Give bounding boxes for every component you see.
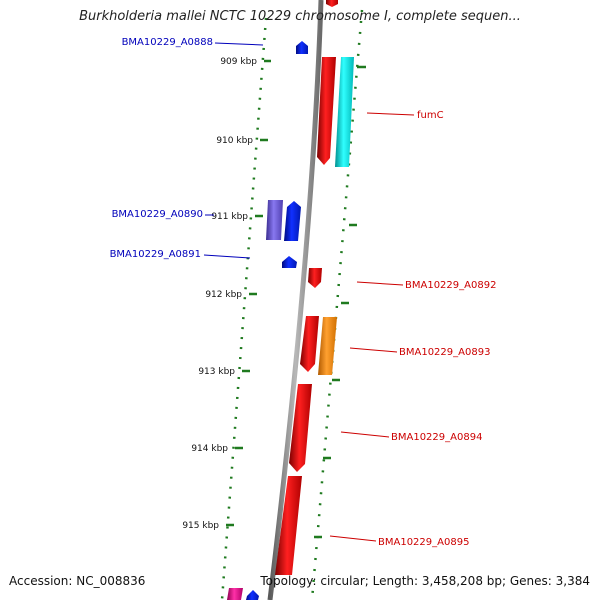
gene-label[interactable]: BMA10229_A0890: [112, 209, 203, 220]
leader-line: [203, 254, 251, 259]
gene-label[interactable]: BMA10229_A0893: [399, 347, 490, 358]
tick-label: 914 kbp: [191, 444, 228, 454]
gene-label[interactable]: BMA10229_A0888: [122, 37, 213, 48]
gene-arrow[interactable]: [308, 268, 322, 288]
gene-arrow[interactable]: [318, 317, 337, 375]
gene-arrow[interactable]: [289, 384, 312, 472]
gene-arrow[interactable]: [227, 588, 243, 600]
leader-lines: [203, 42, 415, 542]
leader-line: [349, 347, 398, 353]
tick-label: 909 kbp: [220, 57, 257, 67]
gene-label[interactable]: BMA10229_A0891: [110, 249, 201, 260]
gene-label[interactable]: BMA10229_A0892: [405, 280, 496, 291]
chromosome-backbone: [267, 0, 324, 600]
tick-label: 913 kbp: [198, 367, 235, 377]
gene-arrow[interactable]: [246, 590, 259, 600]
gene-arrow[interactable]: [335, 57, 354, 167]
genes: [227, 0, 354, 600]
leader-line: [366, 112, 415, 116]
leader-line: [329, 535, 377, 542]
gene-arrow[interactable]: [275, 476, 302, 575]
inner-dotted-ring: [310, 9, 364, 600]
accession-text: Accession: NC_008836: [9, 574, 146, 588]
gene-arrow[interactable]: [282, 256, 297, 268]
sequence-summary: Topology: circular; Length: 3,458,208 bp…: [260, 574, 590, 588]
gene-arrow[interactable]: [300, 316, 319, 372]
tick-marks: [226, 59, 366, 539]
gene-label[interactable]: BMA10229_A0894: [391, 432, 482, 443]
gene-arrow[interactable]: [296, 41, 308, 54]
tick-label: 911 kbp: [211, 212, 248, 222]
leader-line: [356, 281, 404, 286]
gene-arrow[interactable]: [284, 201, 301, 241]
tick-label: 912 kbp: [205, 290, 242, 300]
tick-label: 910 kbp: [216, 136, 253, 146]
gene-arrow[interactable]: [317, 57, 336, 165]
leader-line: [214, 42, 264, 46]
outer-dotted-ring: [220, 17, 268, 600]
tick-label: 915 kbp: [182, 521, 219, 531]
map-title: Burkholderia mallei NCTC 10229 chromosom…: [79, 9, 521, 24]
leader-line: [340, 431, 390, 438]
gene-arrow[interactable]: [326, 0, 338, 7]
gene-arrow[interactable]: [266, 200, 283, 240]
gene-label[interactable]: BMA10229_A0895: [378, 537, 469, 548]
gene-label[interactable]: fumC: [417, 110, 444, 121]
